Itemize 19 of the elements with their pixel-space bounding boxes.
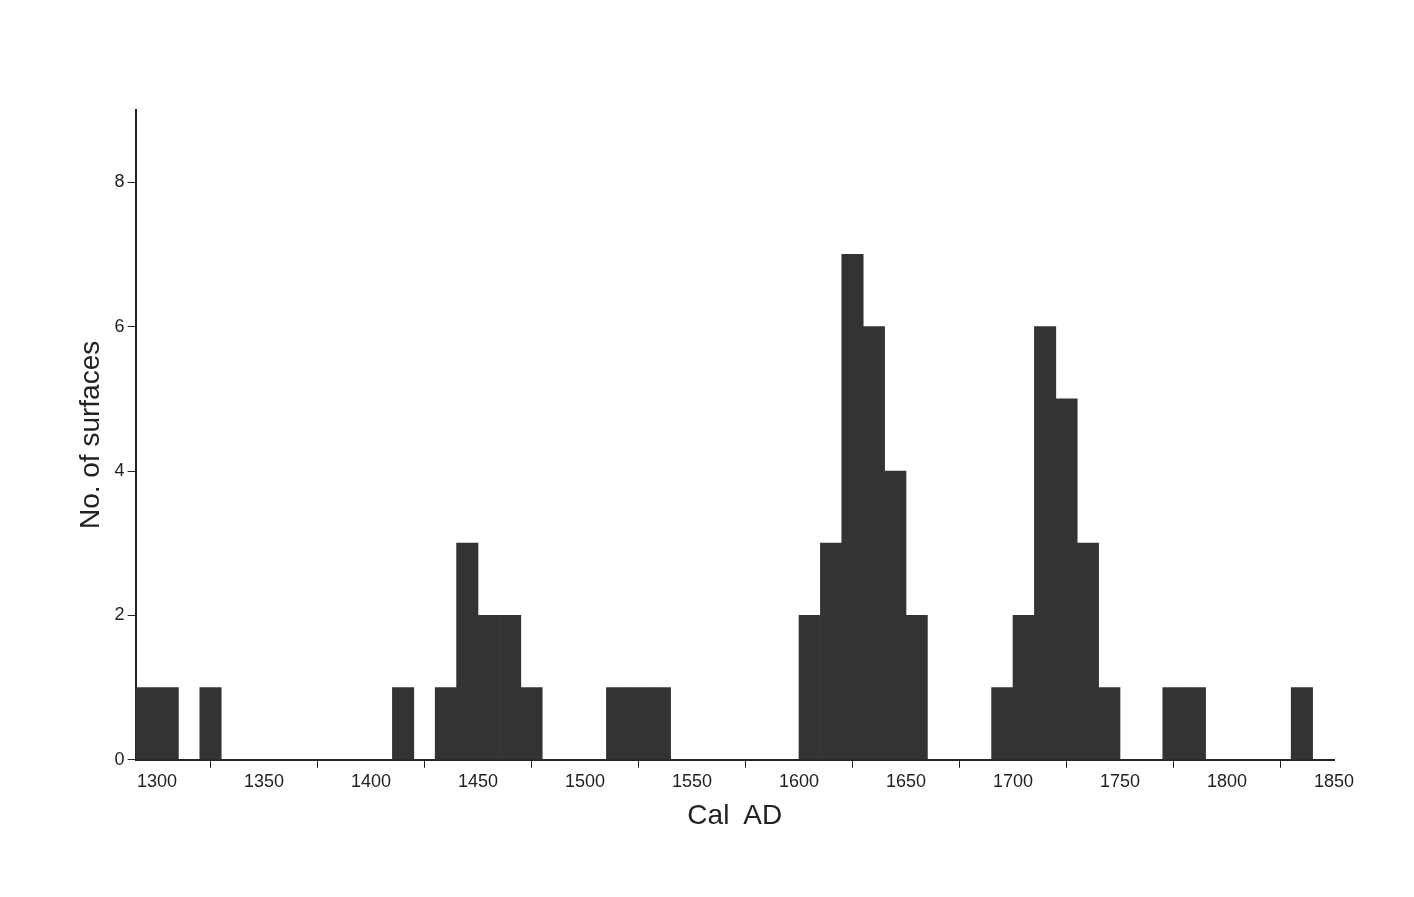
x-tick-label: 1650	[885, 770, 927, 791]
x-tick-label: 1800	[1206, 770, 1248, 791]
x-tick-label: 1300	[136, 770, 178, 791]
x-axis-title: Cal AD	[687, 798, 783, 830]
y-tick-label: 4	[114, 459, 125, 480]
x-tick-label: 1350	[243, 770, 285, 791]
x-tick-label: 1550	[671, 770, 713, 791]
x-tick-label: 1400	[350, 770, 392, 791]
y-tick-label: 8	[114, 171, 125, 192]
x-tick-label: 1600	[778, 770, 820, 791]
y-tick-label: 6	[114, 315, 125, 336]
x-tick-label: 1750	[1099, 770, 1141, 791]
x-tick-label: 1500	[564, 770, 606, 791]
x-tick-label: 1700	[992, 770, 1034, 791]
y-tick-label: 0	[114, 748, 125, 769]
y-tick-label: 2	[114, 604, 125, 625]
x-tick-label: 1850	[1313, 770, 1355, 791]
y-axis-title: No. of surfaces	[73, 340, 105, 530]
x-tick-label: 1450	[457, 770, 499, 791]
